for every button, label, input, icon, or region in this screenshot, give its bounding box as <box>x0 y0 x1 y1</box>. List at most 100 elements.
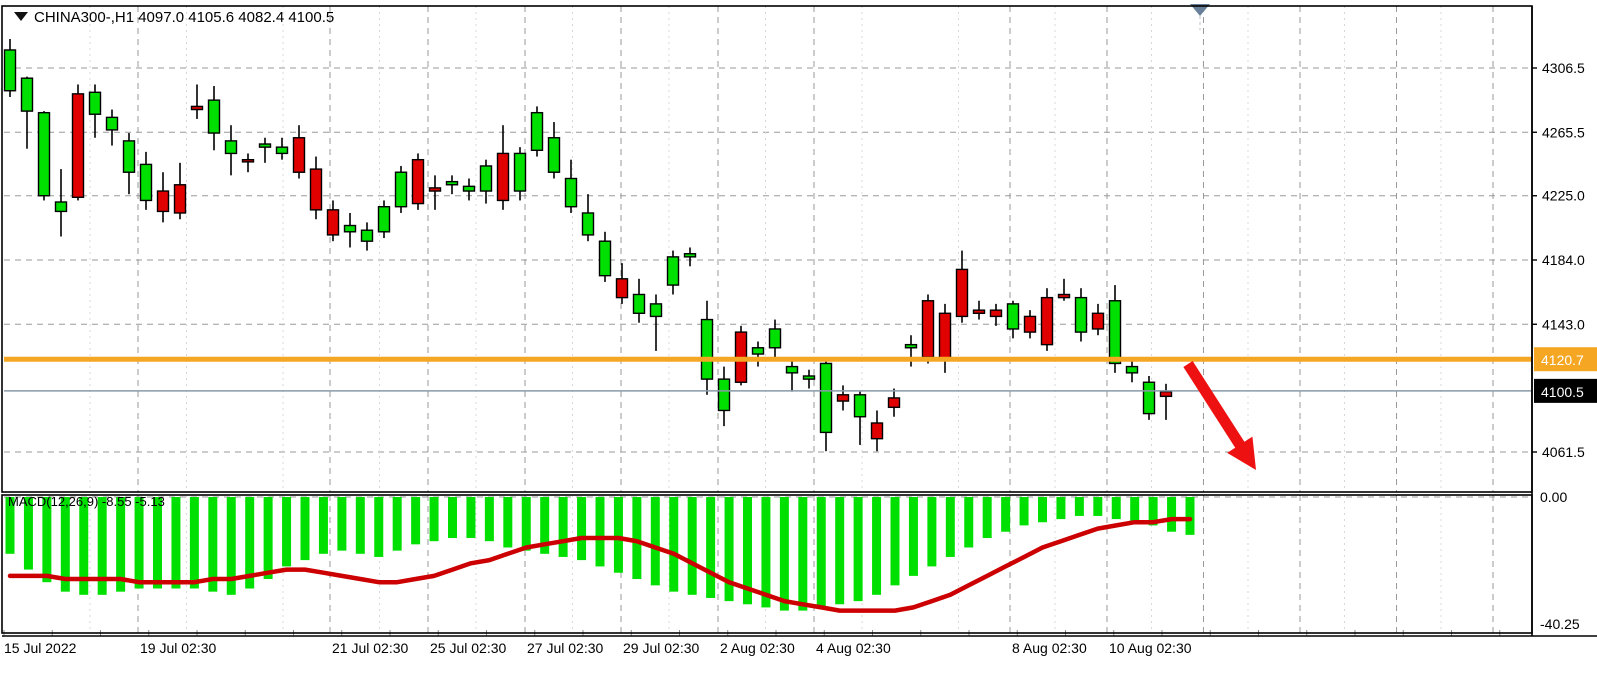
macd-bar <box>411 497 421 545</box>
candlestick <box>20 76 34 149</box>
candlestick <box>292 125 306 179</box>
macd-indicator-label: MACD(12,26,9) -8.55 -5.13 <box>8 494 165 509</box>
candlestick <box>54 169 68 237</box>
candlestick <box>1159 383 1173 420</box>
bearish-trend-arrow[interactable] <box>1183 361 1256 470</box>
price-badges[interactable]: 4120.7 4100.5 <box>1534 347 1597 403</box>
price-axis[interactable]: 4306.5 4265.5 4225.0 4184.0 4143.0 4061.5 <box>1532 60 1585 460</box>
macd-label[interactable]: MACD(12,26,9) -8.55 -5.13 <box>8 494 165 509</box>
candlestick-series[interactable] <box>3 39 1173 452</box>
candlestick <box>751 341 765 367</box>
candlestick <box>564 159 578 213</box>
last-price-badge-text: 4100.5 <box>1541 384 1584 400</box>
price-axis-tick: 4184.0 <box>1542 252 1585 268</box>
candlestick <box>1125 360 1139 383</box>
macd-bar <box>835 497 845 605</box>
macd-bar <box>1111 497 1121 520</box>
macd-bar <box>79 497 89 595</box>
candlestick <box>955 250 969 323</box>
macd-bar <box>669 497 679 592</box>
chart-header-label: CHINA300-,H1 4097.0 4105.6 4082.4 4100.5 <box>34 9 334 26</box>
candlestick <box>343 212 357 248</box>
macd-bar <box>226 497 236 595</box>
candlestick <box>224 125 238 176</box>
macd-bar <box>632 497 642 580</box>
last-price-badge[interactable]: 4100.5 <box>1534 378 1597 403</box>
macd-axis[interactable]: 0.00 -40.25 <box>1540 489 1580 632</box>
candlestick <box>207 86 221 151</box>
candlestick <box>105 109 119 146</box>
macd-bar <box>42 497 52 583</box>
macd-bar <box>466 497 476 539</box>
candlestick <box>428 175 442 210</box>
macd-bar <box>245 497 255 589</box>
chart-header[interactable]: CHINA300-,H1 4097.0 4105.6 4082.4 4100.5 <box>14 9 334 26</box>
candlestick <box>241 153 255 173</box>
candlestick <box>139 151 153 210</box>
time-axis[interactable]: 15 Jul 2022 19 Jul 02:30 21 Jul 02:30 25 Ju… <box>3 630 1501 656</box>
macd-bar <box>945 497 955 557</box>
macd-axis-top-tick: 0.00 <box>1540 489 1567 505</box>
macd-bar <box>1038 497 1047 523</box>
macd-bar <box>1130 497 1140 523</box>
macd-bar <box>208 497 218 592</box>
candlestick <box>1142 375 1156 420</box>
candlestick <box>989 303 1003 326</box>
macd-bar <box>448 497 457 539</box>
price-axis-tick: 4143.0 <box>1542 316 1585 332</box>
macd-bar <box>1148 497 1158 526</box>
candlestick <box>1057 278 1071 301</box>
macd-bar <box>1074 497 1084 516</box>
macd-bar <box>300 497 310 561</box>
macd-bar <box>1167 497 1177 532</box>
macd-bar <box>484 497 494 542</box>
level-price-badge[interactable]: 4120.7 <box>1534 347 1597 372</box>
macd-axis-bottom-tick: -40.25 <box>1540 616 1580 632</box>
candlestick <box>479 159 493 204</box>
chart-header-group[interactable]: CHINA300-,H1 4097.0 4105.6 4082.4 4100.5 <box>14 9 334 26</box>
candlestick <box>275 137 289 160</box>
candlestick <box>326 200 340 242</box>
macd-bar <box>97 497 107 595</box>
macd-bar <box>816 497 826 608</box>
time-axis-tick: 27 Jul 02:30 <box>527 640 603 656</box>
candlestick <box>972 300 986 320</box>
candlestick <box>496 125 510 210</box>
time-axis-tick: 10 Aug 02:30 <box>1109 640 1192 656</box>
macd-bar <box>355 497 365 554</box>
candlestick <box>819 357 833 452</box>
candlestick <box>547 122 561 179</box>
candlestick <box>122 133 136 195</box>
macd-bar <box>60 497 70 592</box>
candlestick <box>1091 303 1105 336</box>
macd-bar <box>1185 497 1195 535</box>
candlestick <box>649 294 663 351</box>
macd-bar <box>189 497 199 589</box>
macd-bar <box>23 497 33 570</box>
candlestick <box>156 172 170 223</box>
candlestick <box>360 222 374 251</box>
candlestick <box>394 165 408 213</box>
candlestick <box>411 153 425 210</box>
price-axis-tick: 4265.5 <box>1542 124 1585 140</box>
panel-frames <box>1 5 1597 637</box>
candlestick <box>666 250 680 295</box>
macd-bar <box>171 497 181 589</box>
candlestick <box>836 385 850 411</box>
macd-bar <box>706 497 716 598</box>
candlestick <box>37 111 51 201</box>
macd-bar <box>650 497 660 586</box>
candlestick <box>921 294 935 364</box>
candlestick <box>581 194 595 242</box>
macd-bar <box>153 497 162 589</box>
candlestick <box>734 325 748 386</box>
macd-bar <box>374 497 384 557</box>
candlestick <box>683 247 697 267</box>
candlestick <box>190 84 204 119</box>
candlestick <box>71 84 85 201</box>
candlestick <box>768 319 782 361</box>
triangle-down-icon[interactable] <box>14 12 28 21</box>
chart-top-marker[interactable] <box>1190 4 1210 30</box>
macd-bar <box>429 497 439 542</box>
